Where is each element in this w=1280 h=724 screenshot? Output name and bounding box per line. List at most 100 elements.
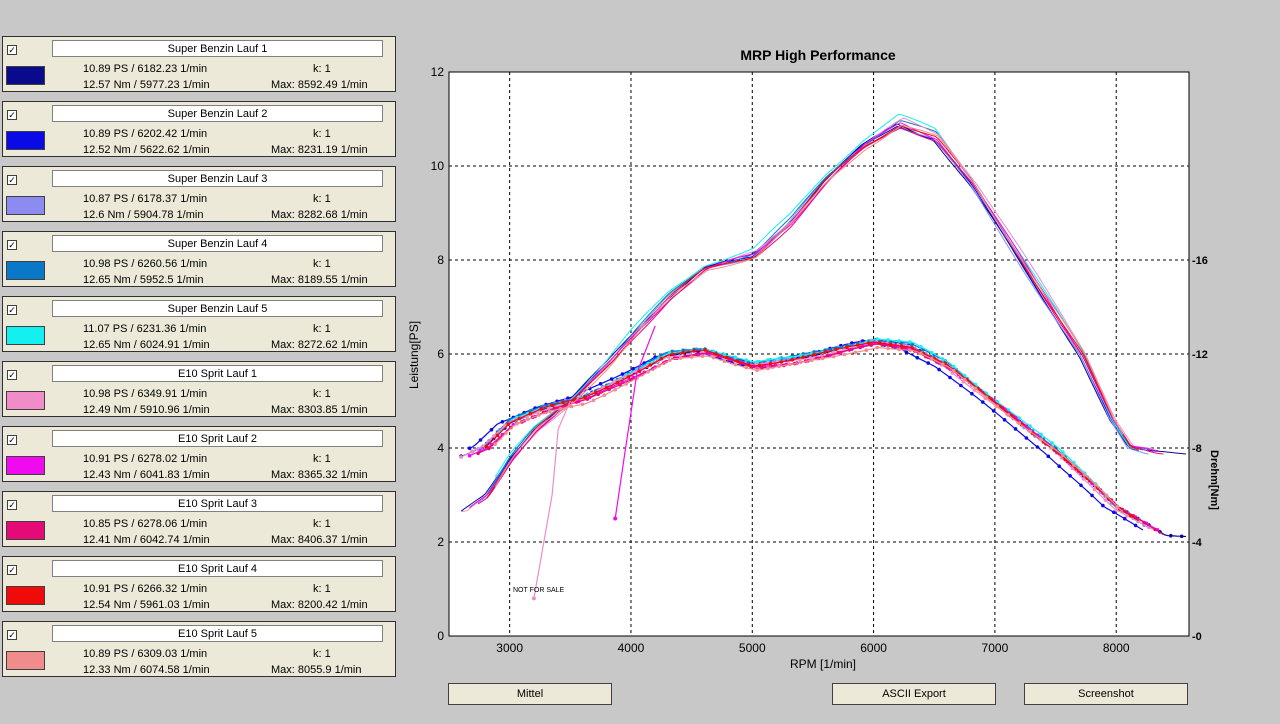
torque-point — [744, 358, 748, 362]
torque-point — [860, 344, 865, 349]
run-color-swatch[interactable] — [6, 131, 45, 150]
torque-point — [928, 357, 933, 361]
torque-point — [557, 402, 562, 406]
torque-point — [984, 391, 989, 396]
torque-point — [928, 355, 933, 359]
run-color-swatch[interactable] — [6, 391, 45, 410]
torque-point — [692, 349, 696, 353]
torque-point — [1142, 523, 1146, 527]
run-color-swatch[interactable] — [6, 326, 45, 345]
run-color-swatch[interactable] — [6, 521, 45, 540]
run-visibility-checkbox[interactable]: ✓ — [7, 630, 17, 640]
run-name-field[interactable]: Super Benzin Lauf 3 — [52, 170, 383, 187]
x-axis-label: RPM [1/min] — [790, 657, 856, 671]
torque-point — [795, 361, 799, 365]
run-visibility-checkbox[interactable]: ✓ — [7, 240, 17, 250]
power-curve — [477, 127, 1149, 504]
run-color-swatch[interactable] — [6, 66, 45, 85]
torque-point — [459, 454, 463, 459]
run-name-field[interactable]: E10 Sprit Lauf 1 — [52, 365, 383, 382]
torque-point — [743, 359, 747, 363]
torque-point — [888, 339, 893, 344]
torque-point — [779, 356, 784, 360]
run-visibility-checkbox[interactable]: ✓ — [7, 45, 17, 55]
torque-point — [836, 350, 841, 355]
run-color-swatch[interactable] — [6, 456, 45, 475]
torque-point — [950, 371, 955, 375]
torque-point — [1129, 514, 1133, 518]
torque-point — [624, 382, 628, 386]
torque-point — [495, 433, 500, 438]
torque-point — [487, 439, 491, 443]
torque-point — [919, 344, 923, 349]
torque-point — [530, 415, 535, 420]
torque-point — [648, 363, 653, 367]
torque-point — [609, 377, 614, 381]
run-name-field[interactable]: Super Benzin Lauf 2 — [52, 105, 383, 122]
torque-point — [520, 413, 524, 418]
torque-point — [1070, 464, 1075, 468]
run-name-field[interactable]: E10 Sprit Lauf 4 — [52, 560, 383, 577]
torque-point — [875, 337, 879, 341]
run-name-field[interactable]: Super Benzin Lauf 1 — [52, 40, 383, 57]
torque-point — [655, 359, 660, 364]
torque-point — [718, 357, 723, 361]
torque-point — [602, 393, 607, 398]
torque-point — [828, 346, 832, 351]
torque-point — [940, 357, 945, 361]
screenshot-button[interactable]: Screenshot — [1024, 683, 1188, 705]
torque-point — [681, 348, 685, 353]
torque-point — [871, 341, 876, 346]
torque-point — [1103, 493, 1108, 498]
ascii-export-button[interactable]: ASCII Export — [832, 683, 996, 705]
torque-point — [533, 406, 537, 410]
torque-point — [544, 402, 548, 407]
run-max-rpm: Max: 8231.19 1/min — [271, 144, 368, 156]
run-visibility-checkbox[interactable]: ✓ — [7, 370, 17, 380]
torque-point — [948, 375, 952, 380]
run-max-rpm: Max: 8406.37 1/min — [271, 534, 368, 546]
torque-point — [1059, 454, 1064, 458]
torque-point — [555, 399, 559, 404]
torque-point — [1101, 491, 1105, 495]
run-name-field[interactable]: E10 Sprit Lauf 2 — [52, 430, 383, 447]
torque-point — [1081, 477, 1086, 481]
run-visibility-checkbox[interactable]: ✓ — [7, 110, 17, 120]
run-name-field[interactable]: E10 Sprit Lauf 5 — [52, 625, 383, 642]
torque-point — [487, 446, 491, 451]
torque-point — [863, 342, 867, 346]
run-visibility-checkbox[interactable]: ✓ — [7, 175, 17, 185]
run-panel: ✓ Super Benzin Lauf 3 10.87 PS / 6178.37 1… — [2, 166, 396, 222]
y-tick-label: 8 — [437, 253, 444, 267]
x-tick-label: 8000 — [1103, 641, 1130, 655]
x-axis-ticks: 3000 4000 5000 6000 7000 8000 — [496, 641, 1130, 655]
run-color-swatch[interactable] — [6, 586, 45, 605]
run-color-swatch[interactable] — [6, 196, 45, 215]
run-color-swatch[interactable] — [6, 261, 45, 280]
torque-point — [1041, 440, 1046, 444]
torque-point — [940, 362, 945, 367]
mittel-button[interactable]: Mittel — [448, 683, 612, 705]
torque-point — [1068, 461, 1072, 466]
run-name-field[interactable]: Super Benzin Lauf 5 — [52, 300, 383, 317]
torque-point — [976, 386, 980, 390]
torque-point — [637, 369, 642, 374]
torque-point — [721, 356, 725, 360]
run-visibility-checkbox[interactable]: ✓ — [7, 305, 17, 315]
torque-point — [948, 367, 952, 371]
torque-point — [788, 362, 792, 367]
torque-point — [808, 354, 813, 359]
torque-point — [749, 363, 753, 367]
run-name-field[interactable]: E10 Sprit Lauf 3 — [52, 495, 383, 512]
run-name-field[interactable]: Super Benzin Lauf 4 — [52, 235, 383, 252]
run-color-swatch[interactable] — [6, 651, 45, 670]
run-visibility-checkbox[interactable]: ✓ — [7, 500, 17, 510]
run-visibility-checkbox[interactable]: ✓ — [7, 565, 17, 575]
torque-point — [803, 352, 808, 357]
torque-point — [547, 404, 552, 409]
run-max-rpm: Max: 8272.62 1/min — [271, 339, 368, 351]
run-visibility-checkbox[interactable]: ✓ — [7, 435, 17, 445]
torque-point — [664, 359, 668, 364]
torque-point — [1112, 501, 1116, 505]
torque-point — [1008, 412, 1013, 417]
